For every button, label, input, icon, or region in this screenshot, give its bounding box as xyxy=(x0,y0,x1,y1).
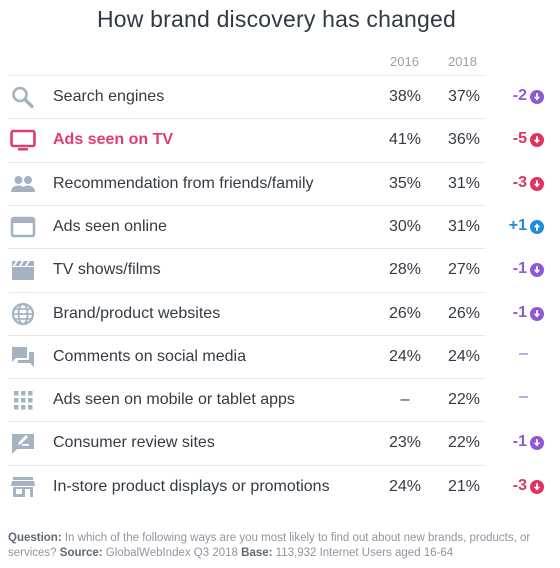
value-2016: 26% xyxy=(388,304,422,322)
base-text: 113,932 Internet Users aged 16-64 xyxy=(272,547,454,559)
value-2018: 36% xyxy=(447,131,481,149)
chat-bubbles-icon xyxy=(10,345,36,369)
question-text: In which of the following ways are you m… xyxy=(8,532,531,559)
value-2018: 22% xyxy=(447,391,481,409)
row-label: Ads seen on TV xyxy=(53,131,174,149)
arrow-down-icon xyxy=(530,263,544,278)
table-row: Search engines 38% 37% xyxy=(8,75,485,119)
browser-window-icon xyxy=(10,215,36,239)
row-label: Brand/product websites xyxy=(53,304,221,322)
globe-icon xyxy=(10,302,36,326)
change-value: -3 xyxy=(512,476,527,494)
value-2018: 24% xyxy=(447,347,481,365)
value-2016: 23% xyxy=(388,434,422,452)
value-2016: 24% xyxy=(388,347,422,365)
row-label: In-store product displays or promotions xyxy=(53,477,330,495)
value-2018: 31% xyxy=(447,174,481,192)
row-label: Ads seen on mobile or tablet apps xyxy=(53,391,295,409)
arrow-down-icon xyxy=(530,479,544,494)
table-row: Brand/product websites 26% 26% xyxy=(8,291,485,336)
change-indicator: -1 xyxy=(493,292,553,335)
value-2018: 26% xyxy=(447,304,481,322)
value-2018: 22% xyxy=(447,434,481,452)
value-2016: 28% xyxy=(388,261,422,279)
value-2016: 35% xyxy=(388,174,422,192)
change-value: -2 xyxy=(512,87,527,104)
table-row: In-store product displays or promotions 2… xyxy=(8,464,485,509)
change-value: – xyxy=(519,388,528,406)
question-label: Question: xyxy=(8,532,62,544)
change-indicator: -3 xyxy=(493,162,553,205)
storefront-icon xyxy=(10,475,36,499)
value-2018: 37% xyxy=(447,88,481,105)
arrow-down-icon xyxy=(530,306,544,321)
change-indicator: +1 xyxy=(493,205,553,248)
search-icon xyxy=(10,85,36,109)
clapperboard-icon xyxy=(10,258,36,282)
table-row: Consumer review sites 23% 22% xyxy=(8,421,485,465)
table-row: Ads seen on mobile or tablet apps – 22% xyxy=(8,378,485,422)
row-label: Consumer review sites xyxy=(53,434,215,452)
column-header-2018: 2018 xyxy=(448,54,477,69)
change-indicator: -3 xyxy=(493,465,553,508)
base-label: Base: xyxy=(241,547,273,559)
row-label: TV shows/films xyxy=(53,261,161,279)
change-indicator: -5 xyxy=(493,118,553,161)
review-edit-icon xyxy=(10,431,36,455)
arrow-down-icon xyxy=(530,436,544,451)
row-label: Recommendation from friends/family xyxy=(53,174,314,192)
change-value: – xyxy=(519,344,528,362)
row-label: Ads seen online xyxy=(53,217,167,235)
value-2016: 24% xyxy=(388,477,422,495)
column-header-2016: 2016 xyxy=(390,54,419,69)
chart-footer: Question: In which of the following ways… xyxy=(8,531,553,561)
tv-icon xyxy=(10,128,36,152)
value-2018: 21% xyxy=(447,477,481,495)
row-label: Comments on social media xyxy=(53,347,246,365)
change-indicator: -1 xyxy=(493,421,553,464)
value-2018: 27% xyxy=(447,261,481,279)
change-value: +1 xyxy=(508,216,527,234)
change-value: -1 xyxy=(512,433,527,451)
arrow-down-icon xyxy=(530,90,544,104)
value-2016: 30% xyxy=(388,217,422,235)
source-label: Source: xyxy=(59,547,103,559)
change-indicator: – xyxy=(493,335,553,378)
people-icon xyxy=(10,172,36,196)
arrow-down-icon xyxy=(530,176,544,191)
value-2016: 38% xyxy=(388,88,422,105)
source-text: GlobalWebIndex Q3 2018 xyxy=(102,547,242,559)
table-row: Comments on social media 24% 24% xyxy=(8,334,485,379)
value-2016: 41% xyxy=(388,131,422,149)
change-indicator: -2 xyxy=(493,75,553,118)
change-value: -3 xyxy=(512,173,527,191)
value-2016: – xyxy=(400,391,410,409)
row-label: Search engines xyxy=(53,88,165,105)
arrow-down-icon xyxy=(530,133,544,148)
value-2018: 31% xyxy=(447,217,481,235)
change-value: -1 xyxy=(512,260,527,278)
change-value: -5 xyxy=(512,130,527,148)
change-indicator: -1 xyxy=(493,248,553,291)
arrow-up-icon xyxy=(530,219,544,234)
app-grid-icon xyxy=(10,388,36,412)
table-row: Ads seen online 30% 31% xyxy=(8,204,485,249)
table-row: Ads seen on TV 41% 36% xyxy=(8,118,485,162)
table-row: Recommendation from friends/family 35% 31% xyxy=(8,161,485,206)
change-indicator: – xyxy=(493,378,553,421)
change-value: -1 xyxy=(512,303,527,321)
chart-title: How brand discovery has changed xyxy=(96,6,457,32)
table-row: TV shows/films 28% 27% xyxy=(8,248,485,292)
